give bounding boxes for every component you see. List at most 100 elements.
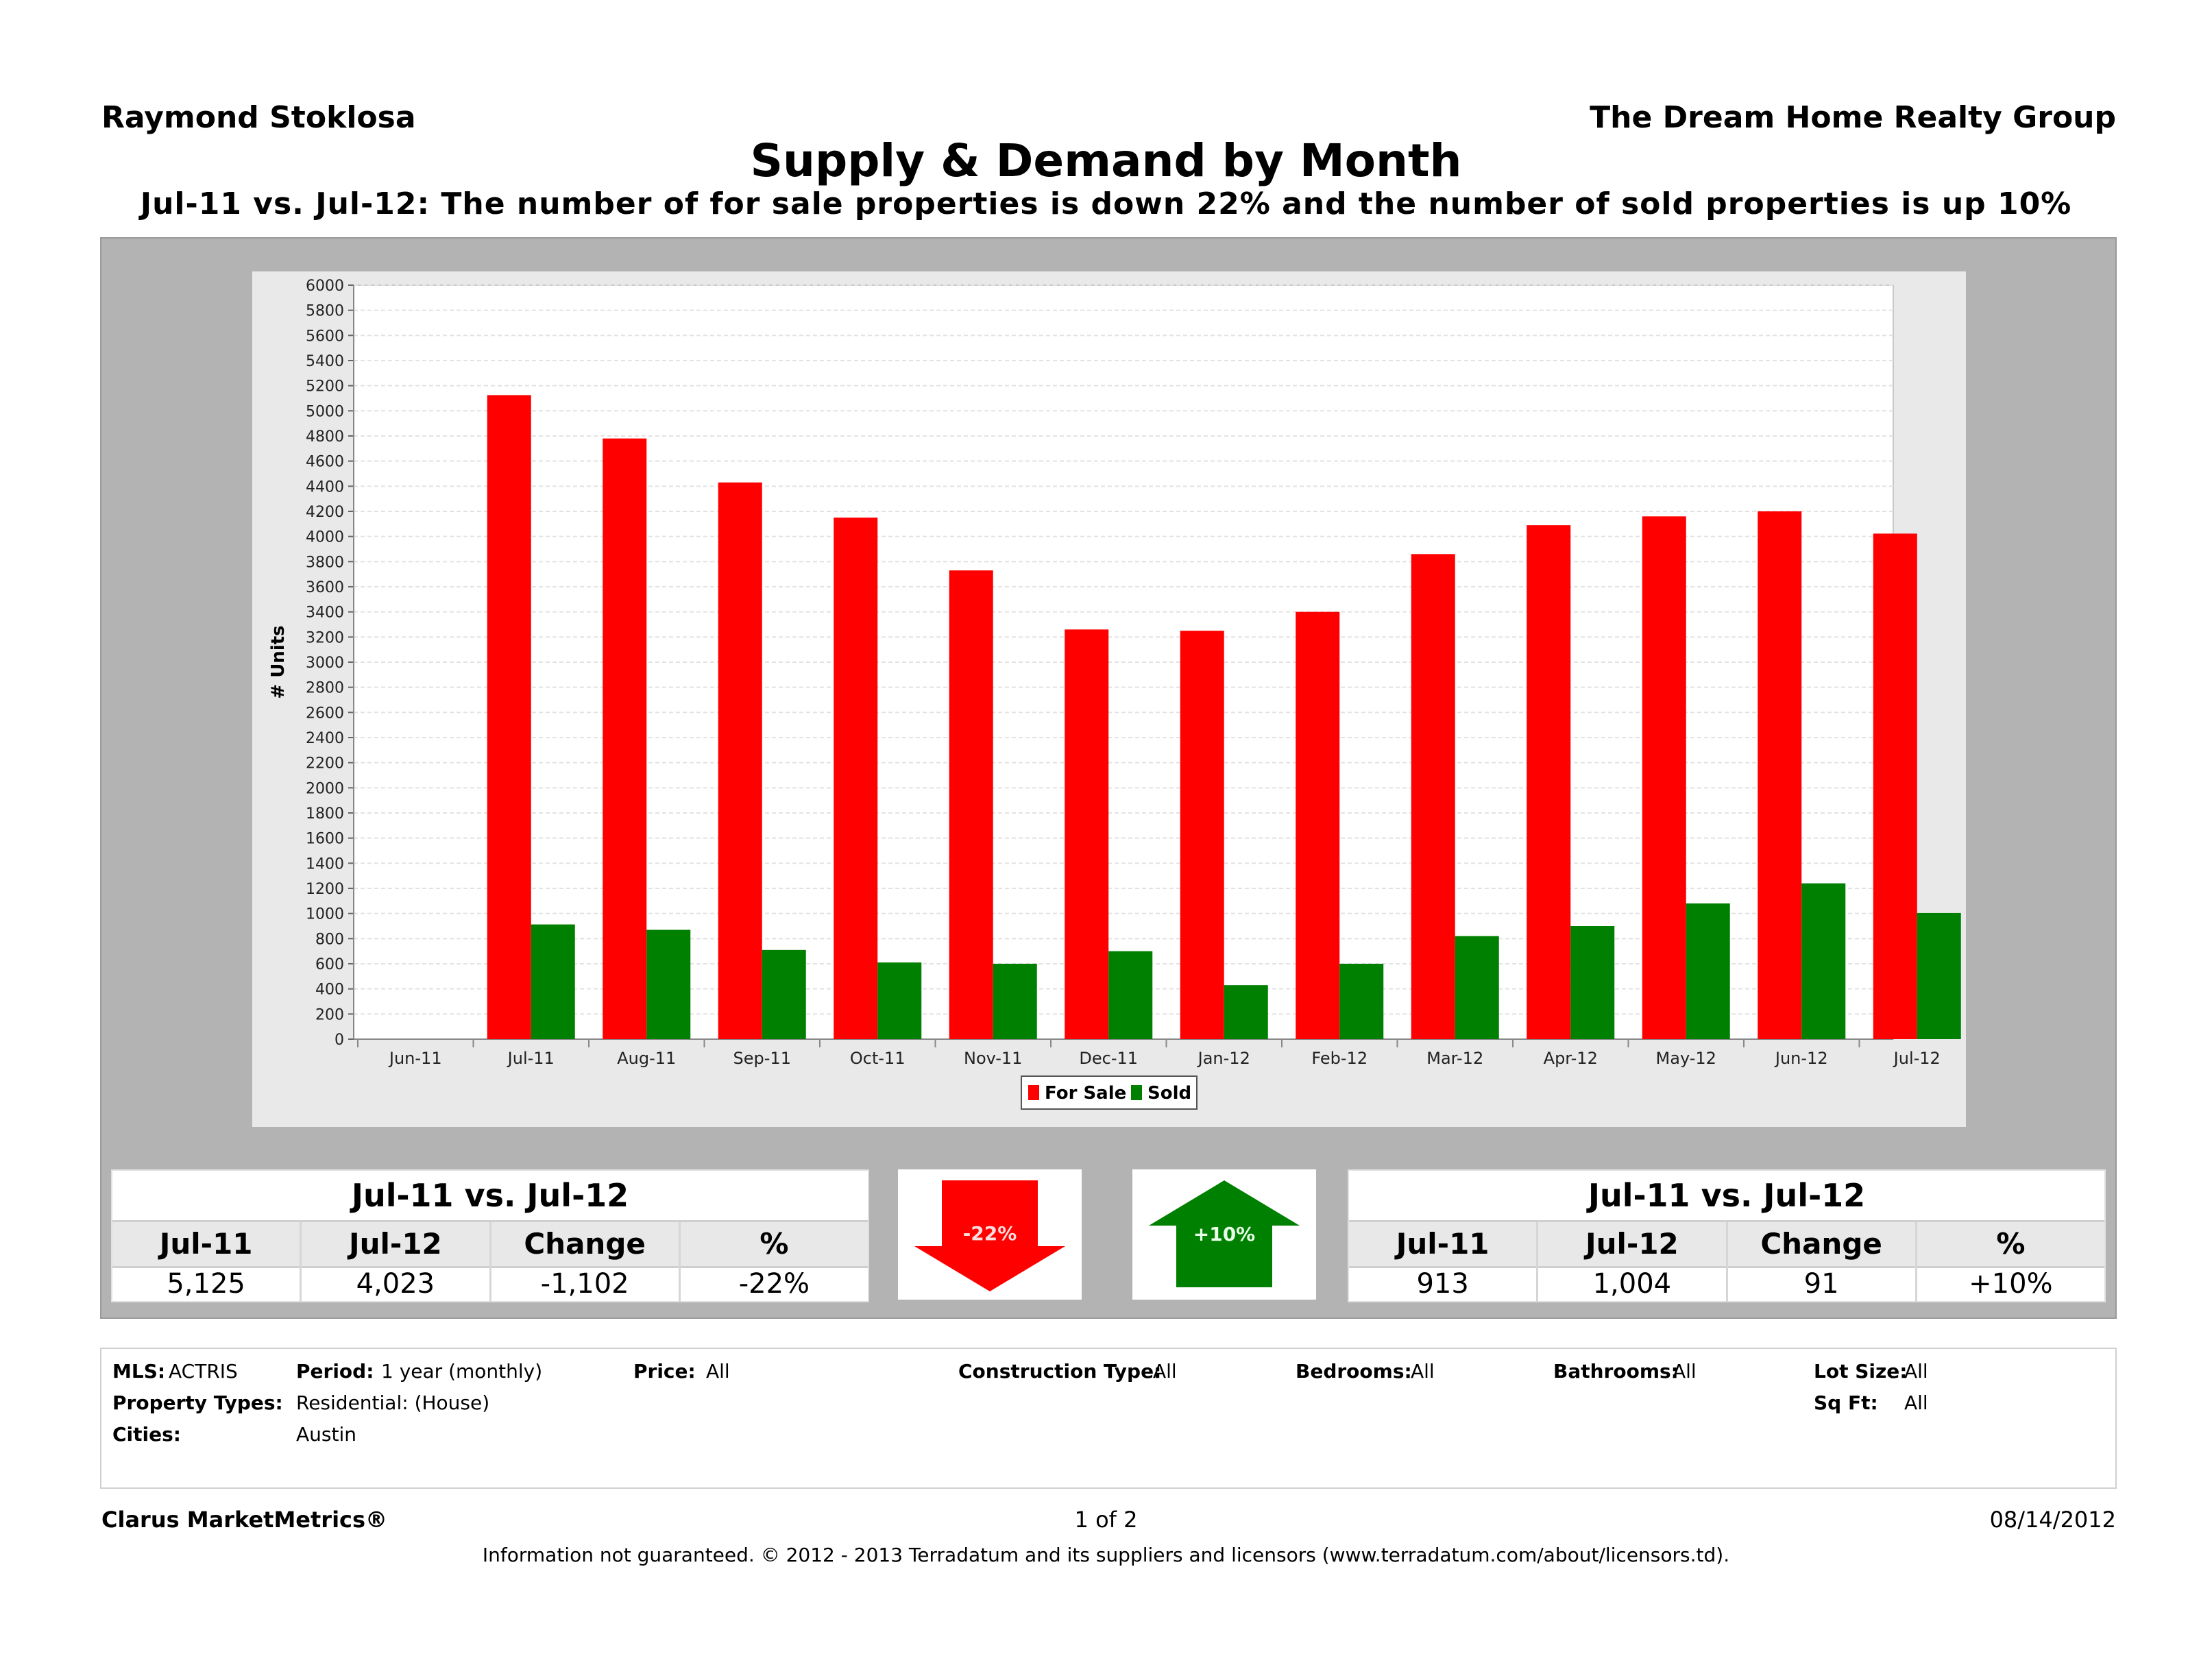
cell-percent: +10% — [1915, 1266, 2104, 1302]
x-tick-label: Nov-11 — [964, 1049, 1022, 1068]
y-tick-label: 4400 — [306, 478, 344, 496]
y-tick-label: 1600 — [306, 831, 344, 848]
y-tick-label: 400 — [315, 982, 344, 999]
legend-swatch — [1028, 1085, 1039, 1100]
y-tick-label: 4200 — [306, 504, 344, 521]
bar-for-sale — [1411, 554, 1455, 1039]
y-tick-label: 5400 — [306, 353, 344, 370]
bar-sold — [531, 924, 575, 1039]
y-tick-label: 1400 — [306, 855, 344, 873]
cities-label: Cities: — [112, 1423, 181, 1446]
mls-value: ACTRIS — [169, 1360, 238, 1383]
x-tick-label: Dec-11 — [1079, 1049, 1138, 1068]
x-tick-label: Jul-11 — [507, 1049, 555, 1068]
lot-size-value: All — [1904, 1360, 1928, 1383]
arrow-up-icon: +10% — [1149, 1180, 1300, 1287]
bar-for-sale — [487, 395, 531, 1039]
arrow-up-label: +10% — [1193, 1223, 1255, 1245]
y-tick-label: 200 — [315, 1006, 344, 1023]
table-title: Jul-11 vs. Jul-12 — [1588, 1177, 1866, 1214]
column-header: Jul-12 — [1536, 1222, 1725, 1266]
column-header: Jul-12 — [300, 1222, 489, 1266]
y-tick-label: 2600 — [306, 705, 344, 722]
x-tick-label: May-12 — [1656, 1049, 1716, 1068]
bar-for-sale — [834, 518, 878, 1039]
y-tick-label: 4600 — [306, 454, 344, 471]
for-sale-summary-table: Jul-11 vs. Jul-12 Jul-11 Jul-12 Change %… — [111, 1169, 869, 1302]
table-header-row: Jul-11 Jul-12 Change % — [1349, 1220, 2104, 1268]
x-tick-label: Jul-12 — [1893, 1049, 1941, 1068]
bathrooms-value: All — [1673, 1360, 1697, 1383]
sqft-value: All — [1904, 1391, 1928, 1414]
bedrooms-label: Bedrooms: — [1296, 1360, 1412, 1383]
page-number: 1 of 2 — [1074, 1507, 1138, 1533]
bar-for-sale — [1873, 533, 1917, 1039]
property-types-value: Residential: (House) — [296, 1391, 490, 1414]
legend-label: Sold — [1147, 1083, 1191, 1104]
cell-jul-11: 913 — [1416, 1268, 1469, 1300]
period-value: 1 year (monthly) — [381, 1360, 543, 1383]
x-tick-label: Oct-11 — [850, 1049, 906, 1068]
y-tick-label: 3000 — [306, 655, 344, 672]
bar-for-sale — [1642, 516, 1686, 1039]
arrow-down-icon: -22% — [914, 1180, 1065, 1291]
price-value: All — [706, 1360, 730, 1383]
x-tick-label: Jun-12 — [1774, 1049, 1828, 1068]
x-tick-label: Sep-11 — [733, 1049, 791, 1068]
x-tick-label: Feb-12 — [1311, 1049, 1368, 1068]
x-tick-label: Aug-11 — [617, 1049, 676, 1068]
x-tick-label: Jan-12 — [1197, 1049, 1250, 1068]
bar-for-sale — [1758, 511, 1802, 1039]
agent-name: Raymond Stoklosa — [101, 100, 416, 135]
cell-jul-12: 4,023 — [300, 1266, 489, 1302]
footer-disclaimer: Information not guaranteed. © 2012 - 201… — [482, 1544, 1730, 1566]
bathrooms-label: Bathrooms: — [1553, 1360, 1679, 1383]
arrow-down-shape — [914, 1180, 1065, 1291]
table-header-row: Jul-11 Jul-12 Change % — [112, 1220, 868, 1268]
cell-jul-12: 1,004 — [1536, 1266, 1725, 1302]
report-title: Supply & Demand by Month — [750, 134, 1462, 187]
y-tick-label: 5800 — [306, 303, 344, 320]
bar-for-sale — [1180, 631, 1224, 1039]
supply-demand-chart: 0 200 400 600 800 1000 1200 1400 1600 1800 2000 220… — [252, 271, 1966, 1127]
column-header: Change — [1725, 1222, 1915, 1266]
y-tick-label: 2400 — [306, 730, 344, 747]
mls-label: MLS: — [112, 1360, 166, 1383]
price-label: Price: — [633, 1360, 696, 1383]
y-tick-label: 6000 — [306, 278, 344, 295]
x-tick-label: Apr-12 — [1544, 1049, 1598, 1068]
y-tick-label: 3400 — [306, 605, 344, 622]
y-tick-label: 2000 — [306, 780, 344, 797]
y-tick-label: 2200 — [306, 755, 344, 773]
footer-brand: Clarus MarketMetrics® — [101, 1507, 388, 1533]
y-tick-label: 5200 — [306, 378, 344, 396]
down-arrow-indicator: -22% — [898, 1169, 1082, 1300]
cell-change: 91 — [1725, 1266, 1915, 1302]
legend-swatch — [1131, 1085, 1142, 1100]
bar-for-sale — [1065, 629, 1109, 1039]
arrow-up-shape — [1149, 1180, 1300, 1287]
table-title: Jul-11 vs. Jul-12 — [351, 1177, 629, 1214]
y-tick-label: 5000 — [306, 403, 344, 420]
bar-sold — [762, 949, 806, 1039]
bar-sold — [1455, 936, 1499, 1039]
period-label: Period: — [296, 1360, 374, 1383]
y-tick-label: 3200 — [306, 629, 344, 646]
y-tick-label: 800 — [315, 931, 344, 948]
bar-sold — [1108, 951, 1153, 1039]
company-name: The Dream Home Realty Group — [1590, 100, 2116, 135]
lot-size-label: Lot Size: — [1814, 1360, 1908, 1383]
bar-sold — [1339, 964, 1384, 1039]
bar-sold — [1570, 926, 1615, 1039]
bar-for-sale — [603, 438, 647, 1039]
cell-change: -1,102 — [489, 1266, 679, 1302]
y-tick-label: 5600 — [306, 328, 344, 345]
y-tick-label: 4800 — [306, 428, 344, 446]
y-tick-label: 600 — [315, 956, 344, 973]
legend-label: For Sale — [1045, 1083, 1126, 1104]
report-subtitle: Jul-11 vs. Jul-12: The number of for sal… — [140, 186, 2072, 221]
column-header: Jul-11 — [1396, 1227, 1490, 1261]
bar-for-sale — [1296, 611, 1340, 1039]
bar-for-sale — [1527, 525, 1571, 1039]
y-tick-label: 4000 — [306, 529, 344, 546]
